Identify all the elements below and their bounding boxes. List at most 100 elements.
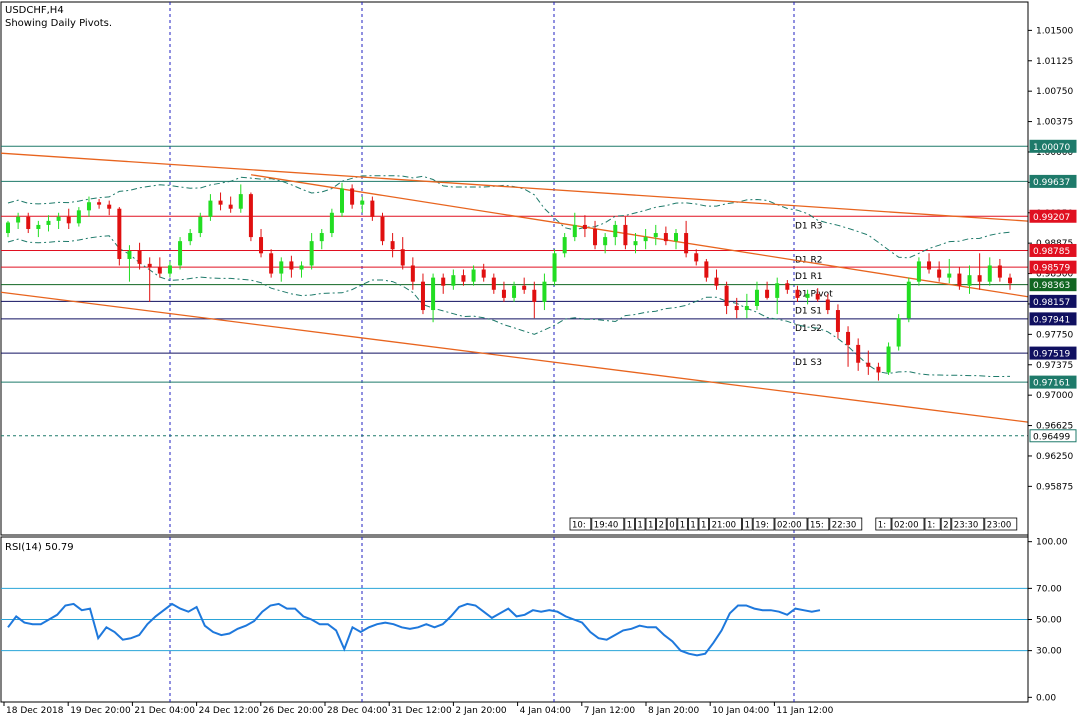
candle-body-87 [886,346,891,373]
candle-body-37 [380,216,385,242]
candle-body-74 [754,289,759,306]
price-tick-label-14: 0.96250 [1036,452,1073,462]
pivot-label-3: D1 Pivot [795,290,833,300]
pivot-tag-1 [1029,243,1077,257]
time-tag-label-3: 1 [637,521,642,531]
candle-body-59 [603,237,608,246]
candle-body-84 [856,344,861,363]
candle-body-67 [684,233,689,254]
time-tag-label-18: 1: [927,521,935,531]
time-tag-label-4: 1 [648,521,653,531]
price-tick-label-1: 1.01125 [1036,57,1073,67]
candle-body-24 [248,194,253,238]
pivot-tag-5 [1029,312,1077,326]
time-tag-10 [709,517,742,531]
price-tick-label-12: 0.97000 [1036,391,1073,401]
candle-body-29 [299,265,304,270]
candle-body-61 [623,224,628,246]
candle-body-52 [532,289,537,302]
level-tag-1 [1029,174,1077,188]
time-tag-label-15: 22:30 [832,521,857,531]
candle-body-49 [501,289,506,298]
time-tag-label-17: 02:00 [894,521,919,531]
envelope-upper [7,175,1011,259]
candle-body-26 [269,253,274,274]
time-tag-label-9: 1 [701,521,706,531]
time-tag-label-2: 1 [627,521,632,531]
price-tick-label-3: 1.00375 [1036,118,1073,128]
time-tag-13 [774,517,808,531]
candle-body-11 [117,208,122,259]
time-tag-18 [924,517,941,531]
x-tick-label-12: 11 Jan 12:00 [776,706,833,716]
candle-body-41 [420,281,425,311]
candle-body-73 [744,305,749,311]
candle-body-51 [522,285,527,290]
rsi-tick-label-1: 70.00 [1036,584,1062,594]
candle-body-34 [350,188,355,205]
x-tick-label-4: 26 Dec 20:00 [263,706,324,716]
time-tag-label-14: 15: [810,521,824,531]
candle-body-97 [987,265,992,282]
x-tick-label-8: 4 Jan 04:00 [520,706,572,716]
pivot-tag-3 [1029,278,1077,292]
time-tag-8 [688,517,699,531]
candle-body-96 [977,275,982,282]
candle-body-27 [279,261,284,274]
x-tick-label-7: 2 Jan 20:00 [455,706,507,716]
price-tick-label-4: 1.00000 [1036,148,1073,158]
time-tag-label-1: 19:40 [594,521,619,531]
candle-body-28 [289,261,294,270]
price-tick-label-15: 0.95875 [1036,482,1073,492]
candle-body-88 [896,318,901,347]
price-tick-label-11: 0.97375 [1036,361,1073,371]
pivot-tag-4 [1029,294,1077,308]
level-tag-label-1: 0.99637 [1033,178,1070,188]
candle-body-7 [76,210,81,224]
time-tag-12 [752,517,775,531]
candle-body-12 [127,250,132,259]
time-tag-label-5: 2 [659,521,664,531]
time-tag-9 [698,517,710,531]
candle-body-69 [704,261,709,278]
rsi-panel [0,536,1029,703]
time-tag-2 [624,517,635,531]
x-tick-label-9: 7 Jan 12:00 [584,706,636,716]
level-tag-label-2: 0.97161 [1033,379,1070,389]
candle-body-66 [674,233,678,242]
time-tag-6 [666,517,678,531]
candle-body-19 [198,216,203,234]
time-tag-7 [677,517,688,531]
candle-body-86 [876,366,881,373]
pivot-tag-label-0: 0.99207 [1033,213,1070,223]
level-tag-2 [1029,375,1077,389]
candle-body-99 [1008,277,1012,284]
x-tick-label-1: 19 Dec 20:00 [70,706,131,716]
candle-body-23 [238,194,243,209]
time-tag-label-20: 23:30 [954,521,979,531]
candle-body-31 [319,233,324,242]
time-tag-0 [569,517,592,531]
pivot-tag-label-1: 0.98785 [1033,247,1070,257]
candle-body-93 [947,273,952,278]
envelope-lower [7,235,1011,377]
trendline-2 [0,291,1029,423]
candle-body-38 [390,241,395,250]
candle-body-25 [259,237,264,254]
candle-body-10 [107,204,112,209]
candle-body-91 [927,261,932,270]
candle-body-21 [218,200,223,205]
time-tag-label-11: 1 [745,521,750,531]
candle-body-40 [410,265,415,282]
time-tag-label-19: 2 [943,521,948,531]
pivot-tag-2 [1029,260,1077,274]
candle-body-2 [26,216,31,229]
axes: 18 Dec 2018 19 Dec 20:00 21 Dec 04:00 24 De… [3,2,1077,716]
candle-body-18 [188,233,193,242]
x-tick-label-0: 18 Dec 2018 [6,706,64,716]
time-tag-5 [656,517,667,531]
candle-body-54 [552,253,557,282]
candle-body-78 [795,289,800,298]
candle-body-57 [582,224,587,229]
